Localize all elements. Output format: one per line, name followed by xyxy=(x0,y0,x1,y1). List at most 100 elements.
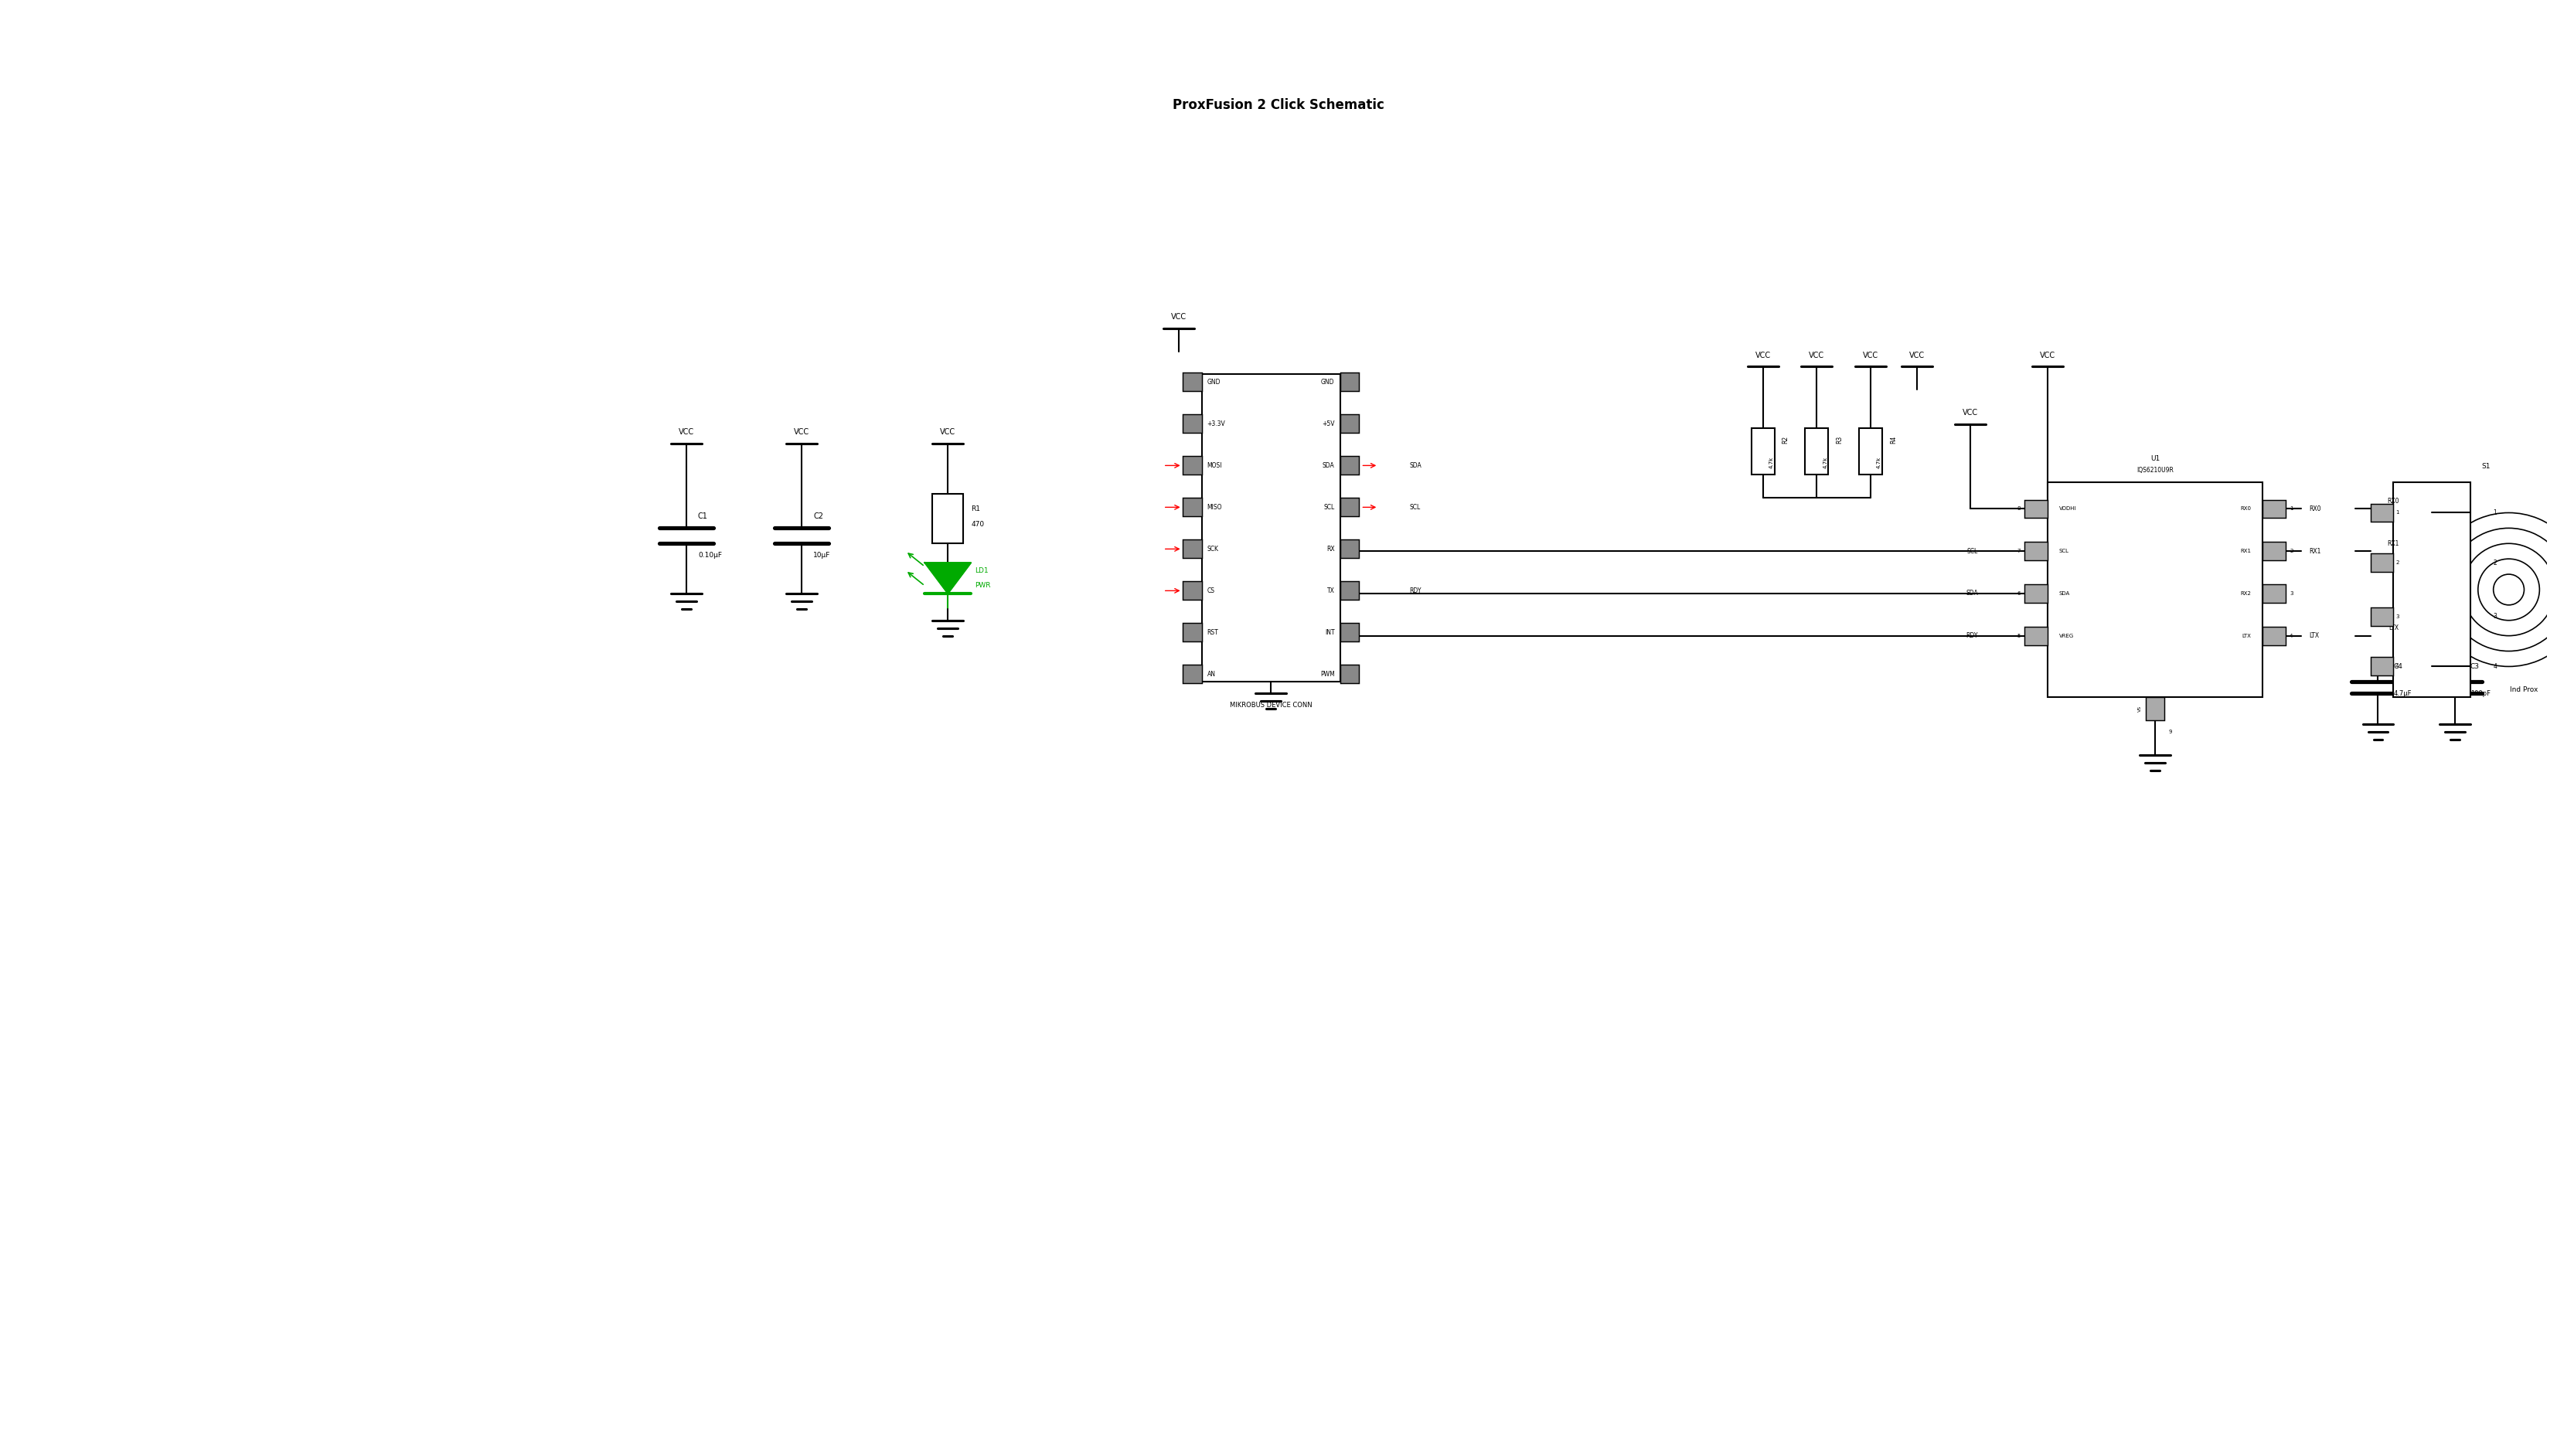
Text: 3: 3 xyxy=(2396,614,2398,619)
Text: INT: INT xyxy=(1325,629,1335,636)
Bar xyxy=(1181,623,1202,642)
Text: +3.3V: +3.3V xyxy=(1207,421,1225,427)
Text: 2: 2 xyxy=(2493,559,2498,566)
Bar xyxy=(1340,373,1360,392)
Text: VCC: VCC xyxy=(2040,351,2056,360)
Text: VS: VS xyxy=(2138,706,2143,712)
Text: AN: AN xyxy=(1207,671,1215,677)
Text: CS: CS xyxy=(1207,587,1215,594)
Text: C2: C2 xyxy=(813,513,823,520)
Text: R4: R4 xyxy=(1890,435,1897,444)
Bar xyxy=(2025,542,2048,561)
Text: RX0: RX0 xyxy=(2388,498,2398,505)
Polygon shape xyxy=(926,562,972,594)
Text: 1: 1 xyxy=(2289,507,2294,511)
Text: 4: 4 xyxy=(2289,633,2294,638)
Bar xyxy=(1340,623,1360,642)
Text: MOSI: MOSI xyxy=(1207,462,1222,469)
Bar xyxy=(1805,428,1828,475)
Bar xyxy=(2370,607,2393,626)
Bar xyxy=(2048,482,2263,697)
Text: LD1: LD1 xyxy=(974,566,990,574)
Text: 0.10μF: 0.10μF xyxy=(698,552,721,559)
Text: LTX: LTX xyxy=(2388,625,2398,632)
Text: SCL: SCL xyxy=(2058,549,2069,553)
Text: C1: C1 xyxy=(698,513,708,520)
Bar xyxy=(1340,498,1360,517)
Text: VCC: VCC xyxy=(1864,351,1879,360)
Text: 10μF: 10μF xyxy=(813,552,831,559)
Text: 2: 2 xyxy=(2396,561,2398,565)
Text: RDY: RDY xyxy=(1966,632,1979,639)
Text: 4.7k: 4.7k xyxy=(1877,457,1882,469)
Text: SCL: SCL xyxy=(1409,504,1419,511)
Text: VCC: VCC xyxy=(941,428,956,435)
Bar xyxy=(1181,373,1202,392)
Text: LTX: LTX xyxy=(2309,632,2319,639)
Text: 1: 1 xyxy=(2396,511,2398,515)
Bar xyxy=(2025,499,2048,518)
Text: GND: GND xyxy=(1322,379,1335,386)
Text: RX0: RX0 xyxy=(2240,507,2250,511)
Text: MISO: MISO xyxy=(1207,504,1222,511)
Text: SCL: SCL xyxy=(1325,504,1335,511)
Bar xyxy=(1340,665,1360,683)
Bar xyxy=(1859,428,1882,475)
Text: 2: 2 xyxy=(2289,549,2294,553)
Text: 4: 4 xyxy=(2396,664,2398,668)
Bar xyxy=(1202,374,1340,681)
Text: 8: 8 xyxy=(2017,507,2020,511)
Text: IQS6210U9R: IQS6210U9R xyxy=(2138,467,2173,475)
Text: 100pF: 100pF xyxy=(2470,690,2491,697)
Bar xyxy=(2370,657,2393,676)
Bar xyxy=(933,494,964,543)
Bar xyxy=(2263,584,2286,603)
Bar xyxy=(1181,456,1202,475)
Bar xyxy=(2370,553,2393,572)
Bar xyxy=(1340,415,1360,432)
Text: VDDHI: VDDHI xyxy=(2058,507,2076,511)
Text: 6: 6 xyxy=(2017,591,2020,596)
Text: PWR: PWR xyxy=(974,582,990,590)
Text: R3: R3 xyxy=(1836,435,1844,444)
Bar xyxy=(2025,584,2048,603)
Bar xyxy=(1181,665,1202,683)
Text: C4: C4 xyxy=(2393,662,2404,670)
Bar xyxy=(1340,581,1360,600)
Text: VCC: VCC xyxy=(1754,351,1769,360)
Text: S1: S1 xyxy=(2480,463,2491,470)
Text: R1: R1 xyxy=(972,505,979,513)
Text: C3: C3 xyxy=(2470,662,2480,670)
Text: PWM: PWM xyxy=(1319,671,1335,677)
Text: 4.7μF: 4.7μF xyxy=(2393,690,2411,697)
Bar xyxy=(2263,499,2286,518)
Bar xyxy=(1181,540,1202,558)
Text: Ind Prox: Ind Prox xyxy=(2511,686,2539,693)
Text: SDA: SDA xyxy=(1966,590,1979,597)
Text: SCK: SCK xyxy=(1207,546,1220,552)
Text: MIKROBUS DEVICE CONN: MIKROBUS DEVICE CONN xyxy=(1230,702,1312,709)
Text: 4.7k: 4.7k xyxy=(1823,457,1828,469)
Text: TX: TX xyxy=(1327,587,1335,594)
Text: U1: U1 xyxy=(2150,456,2161,463)
Text: VCC: VCC xyxy=(795,428,811,435)
Text: RX: RX xyxy=(1327,546,1335,552)
Text: 4: 4 xyxy=(2493,662,2498,670)
Bar xyxy=(2025,626,2048,645)
Bar xyxy=(1181,415,1202,432)
Text: RST: RST xyxy=(1207,629,1217,636)
Bar xyxy=(2370,504,2393,521)
Bar xyxy=(1340,540,1360,558)
Bar xyxy=(2263,542,2286,561)
Text: SCL: SCL xyxy=(1966,547,1979,555)
Text: GND: GND xyxy=(1207,379,1220,386)
Text: ProxFusion 2 Click Schematic: ProxFusion 2 Click Schematic xyxy=(1174,99,1383,112)
Text: VCC: VCC xyxy=(1808,351,1826,360)
Text: 9: 9 xyxy=(2168,729,2173,734)
Text: RX2: RX2 xyxy=(2240,591,2250,596)
Text: RX1: RX1 xyxy=(2388,540,2398,547)
Bar xyxy=(1340,456,1360,475)
Bar xyxy=(1752,428,1775,475)
Bar xyxy=(1181,498,1202,517)
Text: SDA: SDA xyxy=(1322,462,1335,469)
